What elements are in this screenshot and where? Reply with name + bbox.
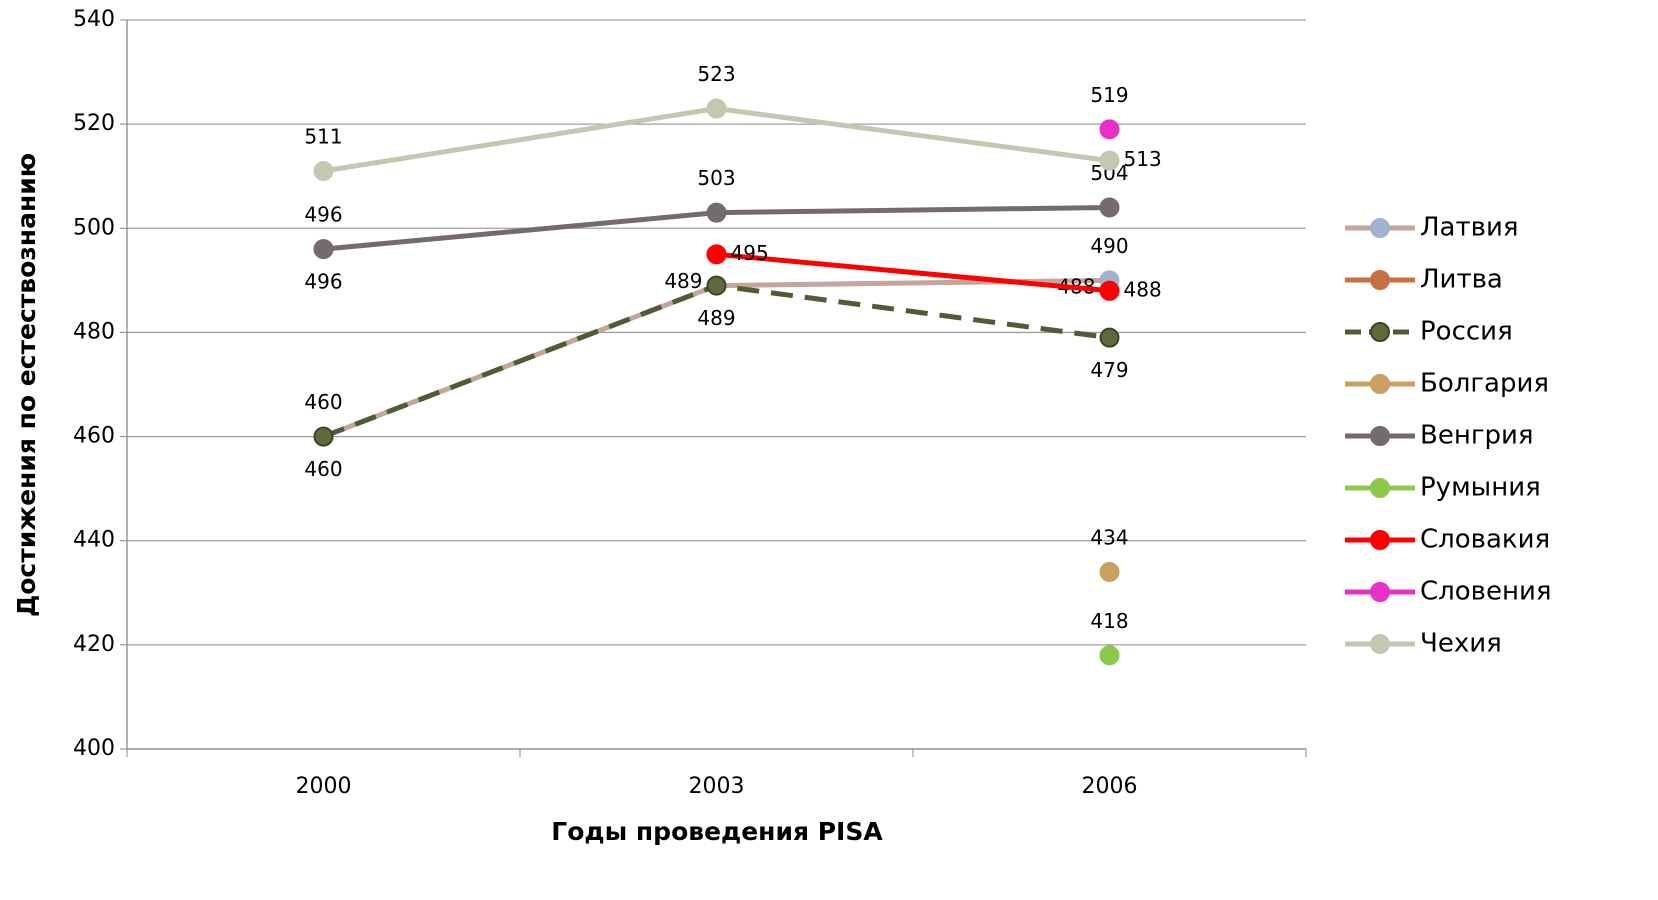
y-axis-title: Достижения по естествознанию (12, 153, 41, 617)
marker (1099, 561, 1120, 582)
legend-label: Чехия (1420, 629, 1502, 659)
x-axis-title: Годы проведения PISA (551, 817, 883, 846)
marker (706, 275, 727, 296)
y-tick-label: 480 (73, 319, 115, 344)
data-label: 488 (1124, 277, 1162, 301)
legend-label: Румыния (1420, 473, 1541, 503)
series-line (322, 277, 1110, 439)
marker (313, 161, 334, 182)
y-tick-label: 420 (73, 632, 115, 657)
marker (313, 239, 334, 260)
data-label: 496 (304, 270, 342, 294)
marker (706, 98, 727, 119)
data-label: 511 (304, 125, 342, 149)
data-label: 479 (1090, 358, 1128, 382)
series-line (716, 251, 1110, 294)
x-tick-label: 2006 (1082, 774, 1138, 799)
data-label: 418 (1090, 609, 1128, 633)
legend-marker (1370, 322, 1390, 342)
data-label: 489 (664, 269, 702, 293)
data-label: 519 (1090, 83, 1128, 107)
legend-label: Словакия (1420, 525, 1550, 555)
y-tick-label: 500 (73, 215, 115, 240)
legend-label: Венгрия (1420, 421, 1534, 451)
data-label: 490 (1090, 234, 1128, 258)
legend-label: Болгария (1420, 369, 1549, 399)
legend-marker (1370, 270, 1390, 290)
data-label: 513 (1124, 147, 1162, 171)
marker (313, 426, 334, 447)
marker (706, 244, 727, 265)
y-tick-label: 520 (73, 111, 115, 136)
data-label: 434 (1090, 525, 1128, 549)
legend-label: Россия (1420, 317, 1513, 347)
legend-label: Латвия (1420, 213, 1519, 243)
data-label: 489 (697, 306, 735, 330)
marker (1099, 280, 1120, 301)
marker (1099, 645, 1120, 666)
y-tick-label: 400 (73, 736, 115, 761)
y-tick-label: 440 (73, 528, 115, 553)
legend-marker (1370, 634, 1390, 654)
marker (1099, 150, 1120, 171)
data-label: 523 (697, 62, 735, 86)
legend-marker (1370, 426, 1390, 446)
legend-marker (1370, 218, 1390, 238)
y-tick-label: 540 (73, 7, 115, 32)
legend-label: Словения (1420, 577, 1552, 607)
data-label: 495 (731, 241, 769, 265)
legend-marker (1370, 530, 1390, 550)
x-tick-label: 2003 (689, 774, 745, 799)
data-label: 496 (304, 203, 342, 227)
data-label: 503 (697, 166, 735, 190)
marker (1099, 197, 1120, 218)
legend-marker (1370, 582, 1390, 602)
marker (706, 202, 727, 223)
legend-label: Литва (1420, 265, 1503, 295)
legend-marker (1370, 478, 1390, 498)
marker (1099, 119, 1120, 140)
y-tick-label: 460 (73, 424, 115, 449)
data-label: 460 (304, 390, 342, 414)
marker (1099, 327, 1120, 348)
data-label: 460 (304, 457, 342, 481)
legend-marker (1370, 374, 1390, 394)
x-tick-label: 2000 (296, 774, 352, 799)
